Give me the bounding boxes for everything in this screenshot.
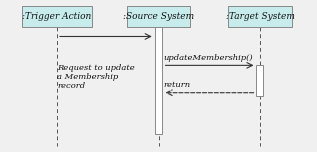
Text: return: return	[163, 81, 191, 89]
Bar	[155, 27, 162, 134]
Text: updateMembership(): updateMembership()	[163, 54, 253, 62]
Text: :Source System: :Source System	[123, 12, 194, 21]
Text: :Target System: :Target System	[225, 12, 294, 21]
FancyBboxPatch shape	[228, 6, 292, 27]
Text: :Trigger Action: :Trigger Action	[23, 12, 92, 21]
Bar	[256, 65, 263, 96]
FancyBboxPatch shape	[22, 6, 92, 27]
Text: Request to update
a Membership
record: Request to update a Membership record	[57, 64, 135, 90]
FancyBboxPatch shape	[127, 6, 190, 27]
